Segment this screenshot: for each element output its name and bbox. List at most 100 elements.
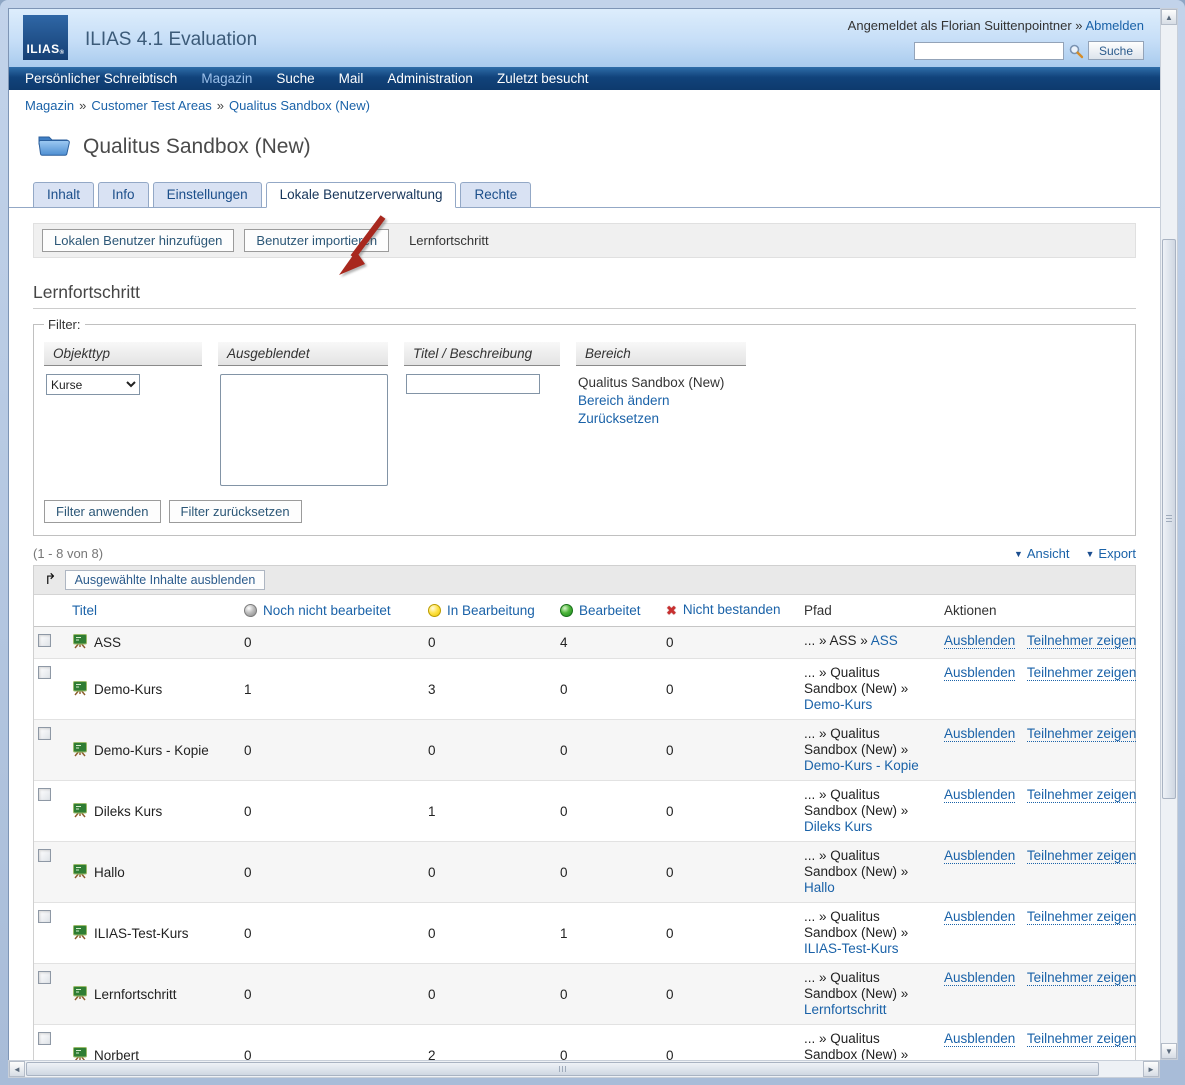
ausblenden-link[interactable]: Ausblenden (944, 909, 1016, 925)
add-local-user-button[interactable]: Lokalen Benutzer hinzufügen (42, 229, 235, 252)
path-cell: ... » Qualitus Sandbox (New) » Dileks Ku… (800, 780, 940, 842)
scroll-left-button[interactable]: ◄ (9, 1061, 25, 1077)
status-not-started-icon (244, 604, 257, 617)
row-checkbox[interactable] (38, 727, 51, 740)
row-checkbox[interactable] (38, 1032, 51, 1045)
count-completed: 0 (556, 841, 662, 903)
tab[interactable]: Inhalt (33, 182, 95, 208)
filter-ausgeblendet-label: Ausgeblendet (218, 342, 388, 366)
row-checkbox[interactable] (38, 971, 51, 984)
path-prefix: ... » Qualitus Sandbox (New) » (804, 970, 909, 1001)
sort-not-started-link[interactable]: Noch nicht bearbeitet (263, 603, 391, 618)
objekttyp-select[interactable]: Kurse (46, 374, 140, 395)
scroll-up-button[interactable]: ▲ (1161, 9, 1177, 25)
scroll-right-button[interactable]: ► (1143, 1061, 1159, 1077)
tab[interactable]: Lokale Benutzerverwaltung (265, 182, 457, 208)
path-link[interactable]: Demo-Kurs - Kopie (804, 758, 919, 773)
count-in-progress: 0 (424, 902, 556, 964)
ansicht-dropdown[interactable]: Ansicht (1014, 546, 1070, 561)
count-failed: 0 (662, 626, 800, 659)
sort-titel-link[interactable]: Titel (72, 603, 98, 618)
export-dropdown[interactable]: Export (1086, 546, 1136, 561)
page-title: Qualitus Sandbox (New) (37, 131, 1160, 162)
teilnehmer-zeigen-link[interactable]: Teilnehmer zeigen (1026, 909, 1137, 925)
logout-link[interactable]: Abmelden (1085, 18, 1144, 33)
teilnehmer-zeigen-link[interactable]: Teilnehmer zeigen (1026, 633, 1137, 649)
main-nav: Persönlicher Schreibtisch Magazin Suche … (9, 67, 1160, 90)
count-failed: 0 (662, 719, 800, 781)
count-completed: 0 (556, 780, 662, 842)
path-link[interactable]: ASS (870, 633, 898, 648)
teilnehmer-zeigen-link[interactable]: Teilnehmer zeigen (1026, 1031, 1137, 1047)
count-failed: 0 (662, 780, 800, 842)
breadcrumb-link[interactable]: Customer Test Areas (91, 98, 212, 113)
row-checkbox[interactable] (38, 666, 51, 679)
count-not-started: 0 (240, 780, 424, 842)
nav-item[interactable]: Zuletzt besucht (496, 71, 589, 86)
teilnehmer-zeigen-link[interactable]: Teilnehmer zeigen (1026, 848, 1137, 864)
horizontal-scroll-thumb[interactable] (26, 1062, 1099, 1076)
ausblenden-link[interactable]: Ausblenden (944, 665, 1016, 681)
course-title: Lernfortschritt (94, 986, 177, 1002)
filter-ausgeblendet: Ausgeblendet (218, 342, 388, 486)
sort-completed-link[interactable]: Bearbeitet (579, 603, 641, 618)
tab[interactable]: Rechte (460, 182, 532, 208)
teilnehmer-zeigen-link[interactable]: Teilnehmer zeigen (1026, 665, 1137, 681)
nav-item[interactable]: Persönlicher Schreibtisch (25, 71, 178, 86)
vertical-scroll-thumb[interactable] (1162, 239, 1176, 799)
nav-item[interactable]: Suche (276, 71, 315, 86)
status-in-progress-icon (428, 604, 441, 617)
horizontal-scrollbar[interactable]: ◄ ► (8, 1060, 1160, 1078)
titel-beschreibung-input[interactable] (406, 374, 540, 394)
search-input[interactable] (913, 41, 1064, 60)
path-link[interactable]: Dileks Kurs (804, 819, 873, 834)
breadcrumb-link[interactable]: Magazin (25, 98, 75, 113)
sort-in-progress-link[interactable]: In Bearbeitung (447, 603, 535, 618)
nav-item[interactable]: Magazin (201, 71, 253, 86)
path-link[interactable]: ILIAS-Test-Kurs (804, 941, 899, 956)
tab[interactable]: Info (98, 182, 149, 208)
course-icon (72, 633, 88, 652)
path-link[interactable]: Lernfortschritt (804, 1002, 887, 1017)
ausblenden-link[interactable]: Ausblenden (944, 848, 1016, 864)
vertical-scrollbar[interactable]: ▲ ▼ (1160, 8, 1178, 1060)
ausblenden-link[interactable]: Ausblenden (944, 633, 1016, 649)
row-checkbox[interactable] (38, 910, 51, 923)
ausblenden-link[interactable]: Ausblenden (944, 970, 1016, 986)
filter-reset-button[interactable]: Filter zurücksetzen (168, 500, 302, 523)
nav-item[interactable]: Administration (387, 71, 473, 86)
path-prefix: ... » Qualitus Sandbox (New) » (804, 909, 909, 940)
row-checkbox[interactable] (38, 788, 51, 801)
import-users-button[interactable]: Benutzer importieren (244, 229, 390, 252)
section-heading: Lernfortschritt (33, 282, 140, 302)
row-checkbox[interactable] (38, 634, 51, 647)
search-magnifier-icon[interactable] (1068, 43, 1084, 59)
nav-item[interactable]: Mail (338, 71, 364, 86)
count-in-progress: 0 (424, 626, 556, 659)
status-completed-icon (560, 604, 573, 617)
teilnehmer-zeigen-link[interactable]: Teilnehmer zeigen (1026, 726, 1137, 742)
hide-selected-button-top[interactable]: Ausgewählte Inhalte ausblenden (64, 570, 266, 590)
ausblenden-link[interactable]: Ausblenden (944, 726, 1016, 742)
ausblenden-link[interactable]: Ausblenden (944, 1031, 1016, 1047)
toolbar: Lokalen Benutzer hinzufügen Benutzer imp… (33, 223, 1136, 258)
scroll-down-button[interactable]: ▼ (1161, 1043, 1177, 1059)
bereich-aendern-link[interactable]: Bereich ändern (578, 393, 670, 408)
search-button[interactable]: Suche (1087, 41, 1144, 60)
sort-failed-link[interactable]: Nicht bestanden (682, 602, 781, 617)
ausgeblendet-listbox[interactable] (220, 374, 388, 486)
path-link[interactable]: Hallo (804, 880, 835, 895)
row-checkbox[interactable] (38, 849, 51, 862)
app-title: ILIAS 4.1 Evaluation (85, 29, 258, 50)
path-link[interactable]: Demo-Kurs (804, 697, 873, 712)
teilnehmer-zeigen-link[interactable]: Teilnehmer zeigen (1026, 787, 1137, 803)
bereich-zuruecksetzen-link[interactable]: Zurücksetzen (578, 411, 660, 426)
filter-objekttyp-label: Objekttyp (44, 342, 202, 366)
teilnehmer-zeigen-link[interactable]: Teilnehmer zeigen (1026, 970, 1137, 986)
course-title: Demo-Kurs (94, 681, 163, 697)
filter-apply-button[interactable]: Filter anwenden (44, 500, 161, 523)
ausblenden-link[interactable]: Ausblenden (944, 787, 1016, 803)
breadcrumb-link[interactable]: Qualitus Sandbox (New) (229, 98, 370, 113)
tab[interactable]: Einstellungen (152, 182, 262, 208)
count-failed: 0 (662, 963, 800, 1025)
